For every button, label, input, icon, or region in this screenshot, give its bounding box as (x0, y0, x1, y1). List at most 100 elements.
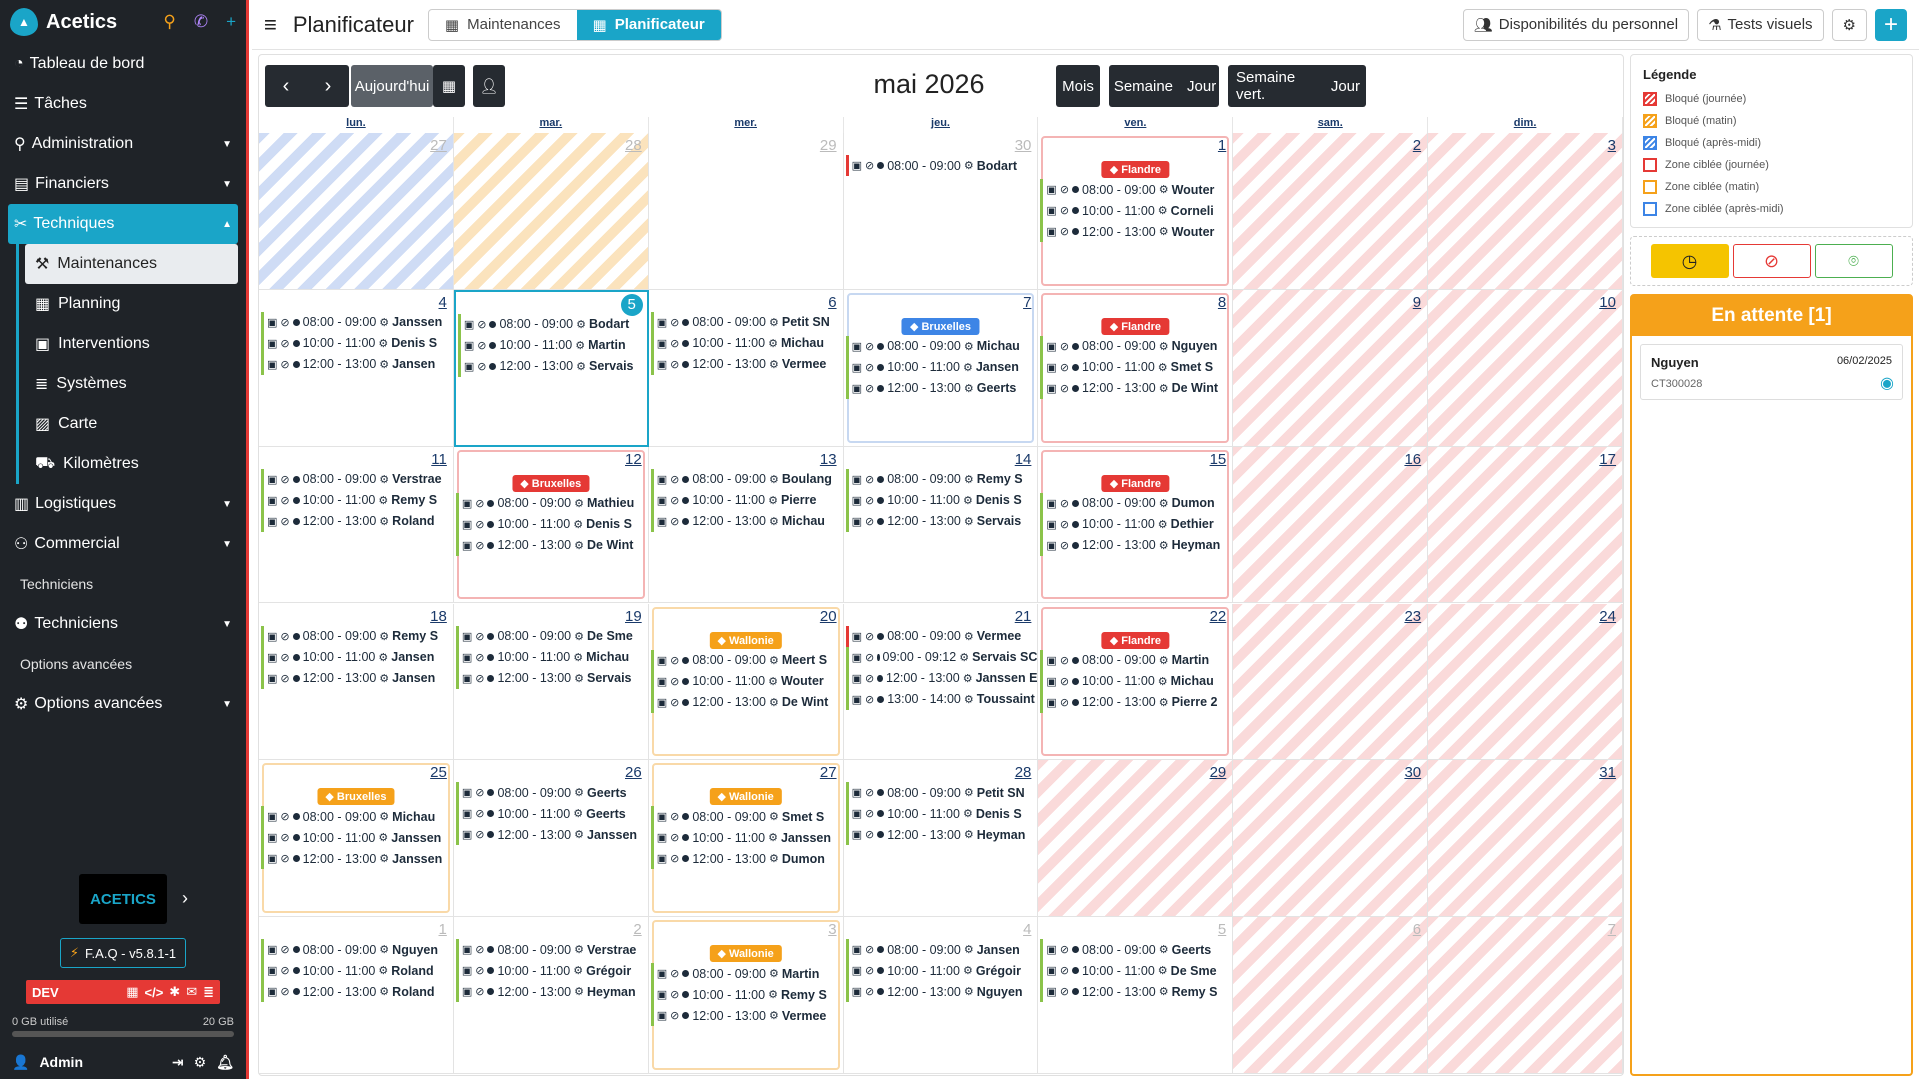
day-number[interactable]: 31 (1599, 764, 1616, 782)
menu-icon[interactable]: ≡ (264, 11, 277, 37)
event-item[interactable]: ▣ ⊘ 08:00 - 09:00 ⚙ Dumon (1040, 492, 1232, 514)
event-item[interactable]: ▣ ⊘ 08:00 - 09:00 ⚙ Petit SN (650, 311, 843, 333)
event-item[interactable]: ▣ ⊘ 08:00 - 09:00 ⚙ Verstrae (455, 939, 648, 961)
event-item[interactable]: ▣ ⊘ 12:00 - 13:00 ⚙ Servais (845, 510, 1038, 532)
tab-planificateur[interactable]: ▦ Planificateur (576, 9, 721, 40)
event-item[interactable]: ▣ ⊘ 08:00 - 09:00 ⚙ Smet S (650, 806, 843, 828)
event-item[interactable]: ▣ ⊘ 08:00 - 09:00 ⚙ Bodart (457, 313, 647, 335)
event-item[interactable]: ▣ ⊘ 08:00 - 09:00 ⚙ Vermee (845, 625, 1038, 647)
code-icon[interactable]: </> (144, 984, 164, 1000)
event-item[interactable]: ▣ ⊘ 08:00 - 09:00 ⚙ De Sme (455, 625, 648, 647)
event-item[interactable]: ▣ ⊘ 10:00 - 11:00 ⚙ Denis S (455, 513, 648, 535)
tab-maintenances[interactable]: ▦ Maintenances (429, 10, 577, 40)
day-number[interactable]: 6 (828, 293, 837, 311)
sidebar-item-techniciens[interactable]: ⚉ Techniciens ▼ (0, 604, 246, 644)
day-cell[interactable]: 5 ▣ ⊘ 08:00 - 09:00 ⚙ Geerts ▣ ⊘ 10:00 - 11:00 ⚙ D… (1038, 917, 1234, 1074)
day-number[interactable]: 3 (1607, 137, 1616, 154)
eye-icon[interactable]: ◉ (1880, 375, 1894, 392)
day-cell[interactable]: 2 (1233, 133, 1429, 290)
staff-availability-button[interactable]: 👥︎ Disponibilités du personnel (1462, 8, 1690, 41)
week-view-button[interactable]: Semaine (1113, 77, 1174, 95)
day-cell[interactable]: 28 (453, 133, 649, 290)
day-cell[interactable]: 19 ▣ ⊘ 08:00 - 09:00 ⚙ De Sme ▣ ⊘ 10:00 - 11:00 ⚙… (453, 603, 649, 761)
settings-button[interactable]: ⚙ (1831, 8, 1867, 41)
event-item[interactable]: ▣ ⊘ 09:00 - 09:12 ⚙ Servais SC (845, 646, 1037, 668)
event-item[interactable]: ▣ ⊘ 12:00 - 13:00 ⚙ Pierre 2 (1040, 691, 1232, 713)
day-cell[interactable]: 2 ▣ ⊘ 08:00 - 09:00 ⚙ Verstrae ▣ ⊘ 10:00 - 11:00… (453, 917, 649, 1074)
vertical-day-button[interactable]: Jour (1330, 77, 1360, 95)
event-item[interactable]: ▣ ⊘ 08:00 - 09:00 ⚙ Janssen (261, 311, 453, 333)
sidebar-item-kilom-tres[interactable]: ⛟ Kilomètres (25, 444, 246, 484)
block-button[interactable]: ⊘ (1732, 244, 1811, 278)
event-item[interactable]: ▣ ⊘ 10:00 - 11:00 ⚙ Grégoir (455, 960, 648, 982)
day-number[interactable]: 5 (1217, 921, 1227, 939)
day-cell[interactable]: 1 ▣ ⊘ 08:00 - 09:00 ⚙ Nguyen ▣ ⊘ 10:00 - 11:00 ⚙ R… (259, 917, 454, 1074)
event-item[interactable]: ▣ ⊘ 12:00 - 13:00 ⚙ De Wint (1040, 377, 1232, 399)
sidebar-item-maintenances[interactable]: ⚒ Maintenances (25, 244, 238, 284)
day-cell[interactable]: 24 (1428, 603, 1623, 761)
event-item[interactable]: ▣ ⊘ 10:00 - 11:00 ⚙ Dethier (1040, 513, 1232, 535)
event-item[interactable]: ▣ ⊘ 12:00 - 13:00 ⚙ Wouter (1040, 221, 1232, 242)
chevron-up-icon[interactable]: ▲ (222, 218, 232, 230)
add-icon[interactable]: + (226, 12, 236, 31)
event-item[interactable]: ▣ ⊘ 10:00 - 11:00 ⚙ Corneli (1040, 200, 1232, 221)
day-cell[interactable]: 18 ▣ ⊘ 08:00 - 09:00 ⚙ Remy S ▣ ⊘ 10:00 - 11:00 ⚙… (259, 603, 454, 761)
event-item[interactable]: ▣ ⊘ 08:00 - 09:00 ⚙ Nguyen (1040, 335, 1232, 357)
event-item[interactable]: ▣ ⊘ 12:00 - 13:00 ⚙ Michau (650, 510, 843, 532)
event-item[interactable]: ▣ ⊘ 12:00 - 13:00 ⚙ Geerts (845, 377, 1038, 399)
sidebar-item-carte[interactable]: ▨ Carte (25, 404, 246, 444)
sidebar-item-techniques[interactable]: ✂ Techniques ▲ (8, 204, 238, 244)
event-item[interactable]: ▣ ⊘ 12:00 - 13:00 ⚙ Nguyen (845, 981, 1038, 1003)
event-item[interactable]: ▣ ⊘ 08:00 - 09:00 ⚙ Verstrae (261, 468, 453, 490)
event-item[interactable]: ▣ ⊘ 12:00 - 13:00 ⚙ Dumon (650, 848, 843, 870)
chevron-down-icon[interactable]: ▼ (222, 538, 232, 550)
add-button[interactable]: + (1875, 8, 1907, 41)
day-number[interactable]: 14 (1014, 450, 1032, 468)
day-number[interactable]: 3 (828, 921, 837, 939)
event-item[interactable]: ▣ ⊘ 10:00 - 11:00 ⚙ Michau (650, 332, 843, 354)
month-view-button[interactable]: Mois (1056, 65, 1100, 107)
event-item[interactable]: ▣ ⊘ 12:00 - 13:00 ⚙ Vermee (650, 1005, 843, 1027)
chevron-down-icon[interactable]: ▼ (222, 698, 232, 710)
event-item[interactable]: ▣ ⊘ 10:00 - 11:00 ⚙ Michau (455, 646, 648, 668)
day-number[interactable]: 16 (1404, 450, 1422, 468)
event-item[interactable]: ▣ ⊘ 10:00 - 11:00 ⚙ Pierre (650, 489, 843, 511)
day-cell[interactable]: 12 ◆ Bruxelles ▣ ⊘ 08:00 - 09:00 ⚙ Mathieu ▣ ⊘ 10… (453, 446, 649, 604)
day-cell[interactable]: 8 ◆ Flandre ▣ ⊘ 08:00 - 09:00 ⚙ Nguyen ▣ ⊘ 10:00 … (1038, 289, 1234, 447)
day-cell[interactable]: 17 (1428, 446, 1623, 604)
event-item[interactable]: ▣ ⊘ 12:00 - 13:00 ⚙ Janssen (261, 848, 453, 870)
day-number[interactable]: 6 (1412, 921, 1422, 939)
logout-icon[interactable]: ⇥ (171, 1053, 184, 1070)
day-cell[interactable]: 14 ▣ ⊘ 08:00 - 09:00 ⚙ Remy S ▣ ⊘ 10:00 - 11:00 ⚙… (843, 446, 1039, 604)
event-item[interactable]: ▣ ⊘ 10:00 - 11:00 ⚙ Jansen (845, 356, 1038, 378)
pending-card[interactable]: Nguyen 06/02/2025 CT300028 ◉ (1640, 344, 1903, 400)
event-item[interactable]: ▣ ⊘ 10:00 - 11:00 ⚙ De Sme (1040, 960, 1232, 982)
chevron-right-icon[interactable]: › (182, 888, 188, 908)
event-item[interactable]: ▣ ⊘ 10:00 - 11:00 ⚙ Janssen (650, 827, 843, 849)
event-item[interactable]: ▣ ⊘ 08:00 - 09:00 ⚙ Jansen (845, 939, 1038, 961)
event-item[interactable]: ▣ ⊘ 12:00 - 13:00 ⚙ Heyman (845, 824, 1038, 846)
event-item[interactable]: ▣ ⊘ 10:00 - 11:00 ⚙ Roland (261, 960, 453, 982)
day-cell[interactable]: 15 ◆ Flandre ▣ ⊘ 08:00 - 09:00 ⚙ Dumon ▣ ⊘ 10:00 … (1038, 446, 1234, 604)
mail-icon[interactable]: ✉ (186, 984, 198, 999)
sidebar-item-t-ches[interactable]: ☰ Tâches (0, 84, 246, 124)
day-number[interactable]: 29 (819, 137, 837, 154)
event-item[interactable]: ▣ ⊘ 12:00 - 13:00 ⚙ Servais (455, 667, 648, 689)
sidebar-item-administration[interactable]: ⚲ Administration ▼ (0, 124, 246, 164)
prev-button[interactable]: ‹ (282, 74, 290, 97)
day-number[interactable]: 28 (1014, 764, 1032, 782)
event-item[interactable]: ▣ ⊘ 10:00 - 11:00 ⚙ Denis S (261, 332, 453, 354)
sidebar-item-interventions[interactable]: ▣ Interventions (25, 324, 246, 364)
day-cell[interactable]: 20 ◆ Wallonie ▣ ⊘ 08:00 - 09:00 ⚙ Meert S ▣ ⊘ 10:… (648, 603, 844, 761)
day-cell[interactable]: 6 ▣ ⊘ 08:00 - 09:00 ⚙ Petit SN ▣ ⊘ 10:00 - 11:00… (648, 289, 844, 447)
day-cell[interactable]: 4 ▣ ⊘ 08:00 - 09:00 ⚙ Jansen ▣ ⊘ 10:00 - 11:00 ⚙ G… (843, 917, 1039, 1074)
sidebar-item-commercial[interactable]: ⚇ Commercial ▼ (0, 524, 246, 564)
day-number[interactable]: 9 (1412, 293, 1422, 311)
event-item[interactable]: ▣ ⊘ 12:00 - 13:00 ⚙ Janssen E (845, 667, 1037, 689)
sidebar-item-logistiques[interactable]: ▥ Logistiques ▼ (0, 484, 246, 524)
today-button[interactable]: Aujourd'hui (351, 65, 433, 107)
chevron-down-icon[interactable]: ▼ (222, 178, 232, 190)
event-item[interactable]: ▣ ⊘ 12:00 - 13:00 ⚙ Roland (261, 510, 453, 532)
day-number[interactable]: 15 (1209, 450, 1227, 468)
event-item[interactable]: ▣ ⊘ 12:00 - 13:00 ⚙ Janssen (455, 824, 648, 846)
